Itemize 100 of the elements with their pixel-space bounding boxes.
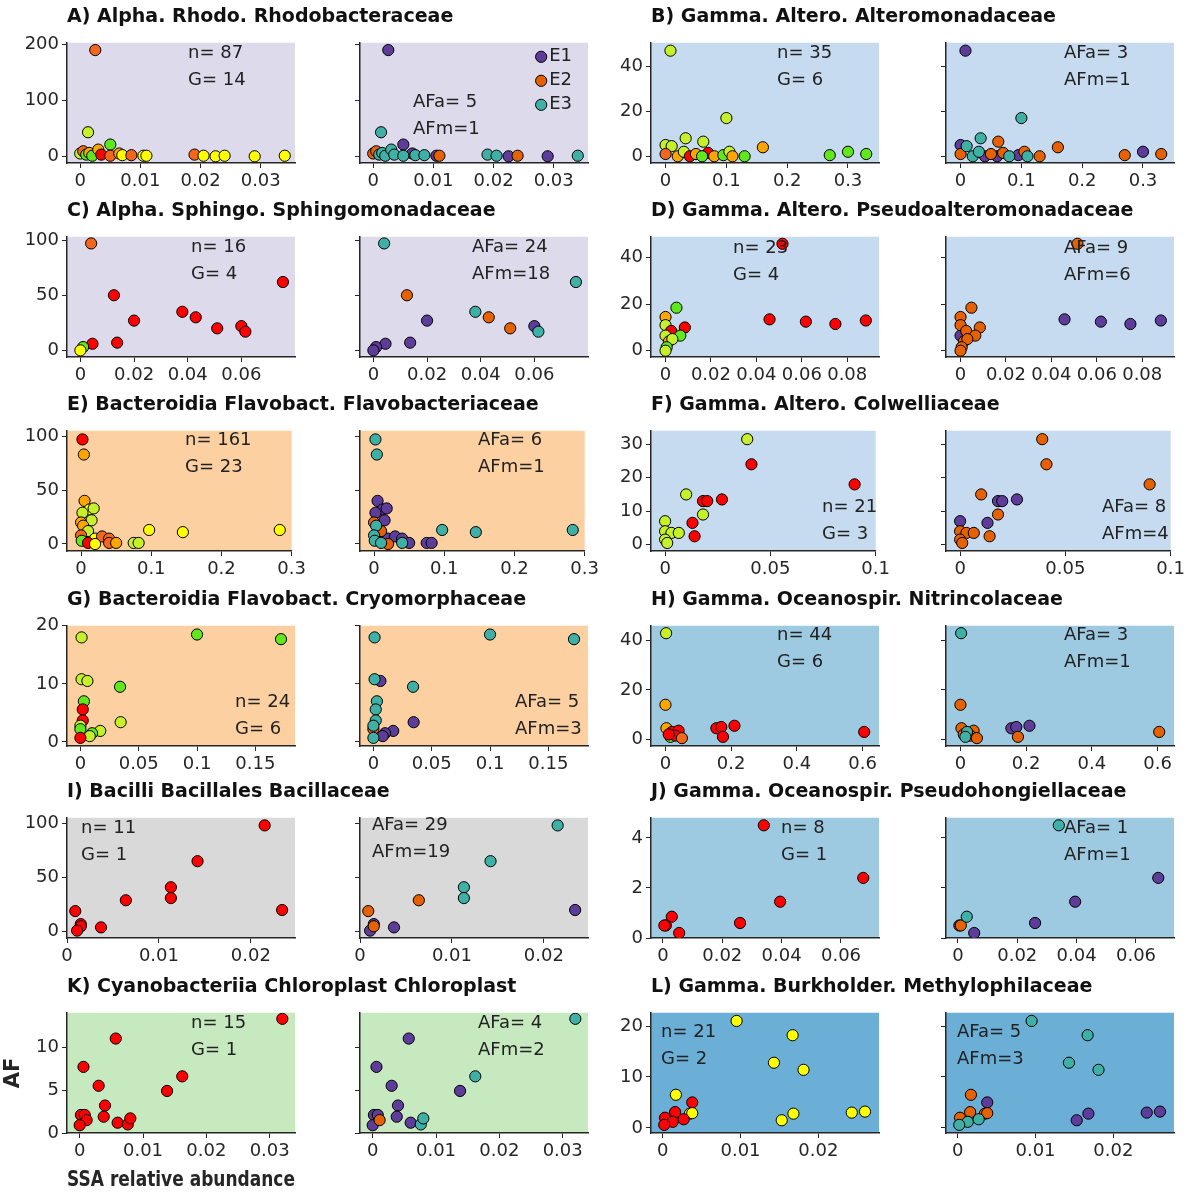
y-tick-label: 100 [24,88,59,110]
y-tick-label: 20 [620,99,643,120]
y-tick-label: 10 [620,498,643,520]
x-tick-label: 0.02 [997,944,1038,966]
x-tick-label: 0 [954,363,967,385]
annotation: G= 1 [781,842,828,864]
x-tick-label: 0.05 [411,752,452,774]
y-tick-label: 0 [631,1115,643,1137]
annotation: G= 1 [81,842,128,864]
annotation: AFm=1 [478,454,545,476]
x-tick-label: 0 [659,363,672,385]
x-tick-label: 0.02 [180,169,221,191]
x-tick-label: 0.6 [1143,752,1172,774]
x-tick-label: 0.06 [781,363,822,385]
x-tick-label: 0 [659,557,671,579]
x-tick-label: 0.05 [118,752,159,774]
x-tick-label: 0.1 [1007,169,1036,191]
x-tick-label: 0.3 [570,557,600,579]
annotation: n= 87 [188,40,244,62]
chart-title: H) Gamma. Oceanospir. Nitrincolaceae [651,587,1063,609]
y-tick-label: 0 [47,919,59,941]
x-tick-label: 0 [951,1139,964,1161]
y-tick-label: 0 [631,338,643,360]
x-tick-label: 0.3 [1128,169,1158,191]
annotation: n= 16 [191,234,247,256]
y-tick-label: 5 [47,1077,59,1099]
x-tick-label: 0 [366,1139,379,1161]
x-tick-label: 0 [954,169,967,191]
annotation: AFa= 5 [413,89,478,111]
annotation: G= 2 [661,1046,708,1068]
annotation: n= 21 [822,494,878,516]
y-tick-label: 0 [47,729,59,751]
y-tick-label: 100 [24,423,59,445]
chart-title: I) Bacilli Bacillales Bacillaceae [67,779,390,801]
x-tick-label: 0 [659,169,672,191]
annotation: AFa= 24 [472,234,548,256]
chart-title: J) Gamma. Oceanospir. Pseudohongiellaceae [651,779,1127,801]
x-tick-label: 0.03 [542,1139,583,1161]
x-tick-label: 0.02 [479,1139,520,1161]
x-tick-label: 0.1 [475,752,505,774]
annotation: G= 4 [191,261,238,283]
y-tick-label: 10 [36,671,59,693]
x-tick-label: 0.06 [1076,363,1117,385]
legend-label: E3 [549,92,572,114]
chart-title: K) Cyanobacteriia Chloroplast Chloroplast [67,974,517,996]
x-tick-label: 0.04 [736,363,777,385]
chart-title: A) Alpha. Rhodo. Rhodobacteraceae [67,4,454,26]
annotation: AFm=6 [1064,262,1131,284]
annotation: G= 14 [188,67,246,89]
x-tick-label: 0.03 [240,169,281,191]
annotation: AFa= 5 [515,689,580,711]
x-tick-label: 0.15 [528,752,569,774]
x-tick-label: 0.06 [514,363,555,385]
y-tick-label: 50 [36,865,59,887]
annotation: n= 161 [185,427,252,449]
x-tick-label: 0.02 [702,944,743,966]
x-tick-label: 0.3 [833,169,863,191]
x-tick-label: 0.1 [712,169,741,191]
x-tick-label: 0.01 [122,1139,164,1161]
annotation: AFm=1 [413,116,480,138]
x-tick-label: 0.02 [230,944,271,966]
y-axis-title: AF [0,1057,25,1089]
y-tick-label: 100 [24,810,59,832]
x-tick-label: 0 [74,169,86,191]
x-tick-label: 0.02 [523,944,564,966]
annotation: AFa= 5 [957,1019,1022,1041]
y-tick-label: 10 [36,1034,59,1056]
x-tick-label: 0.2 [772,169,802,191]
y-tick-label: 0 [631,143,643,165]
x-tick-label: 0.1 [429,557,459,579]
y-tick-label: 200 [24,32,59,54]
annotation: n= 44 [777,622,833,644]
x-tick-label: 0.2 [1011,752,1041,774]
x-tick-label: 0 [73,1139,86,1161]
x-axis-title: SSA relative abundance [67,1166,295,1192]
y-tick-label: 20 [620,465,643,487]
x-tick-label: 0 [367,363,380,385]
x-tick-label: 0 [354,944,366,966]
y-tick-label: 10 [620,1064,643,1086]
x-tick-label: 0.01 [431,944,472,966]
x-tick-label: 0.04 [167,363,208,385]
x-tick-label: 0.1 [182,752,212,774]
y-tick-label: 40 [620,245,643,267]
x-tick-label: 0.08 [1122,363,1163,385]
x-tick-label: 0.02 [473,169,514,191]
annotation: AFm=1 [1064,842,1131,864]
x-tick-label: 0.3 [277,557,307,579]
annotation: AFa= 6 [478,427,543,449]
annotation: AFa= 9 [1064,235,1129,257]
y-tick-label: 20 [620,1013,643,1035]
x-tick-label: 0.15 [235,752,276,774]
y-tick-label: 0 [631,925,643,947]
chart-title: B) Gamma. Altero. Alteromonadaceae [651,4,1056,26]
x-tick-label: 0.02 [690,363,731,385]
y-tick-label: 0 [631,727,643,749]
x-tick-label: 0 [367,752,380,774]
chart-title: L) Gamma. Burkholder. Methylophilaceae [651,974,1093,996]
x-tick-label: 0 [954,752,967,774]
x-tick-label: 0.04 [761,944,802,966]
x-tick-label: 0.6 [848,752,877,774]
